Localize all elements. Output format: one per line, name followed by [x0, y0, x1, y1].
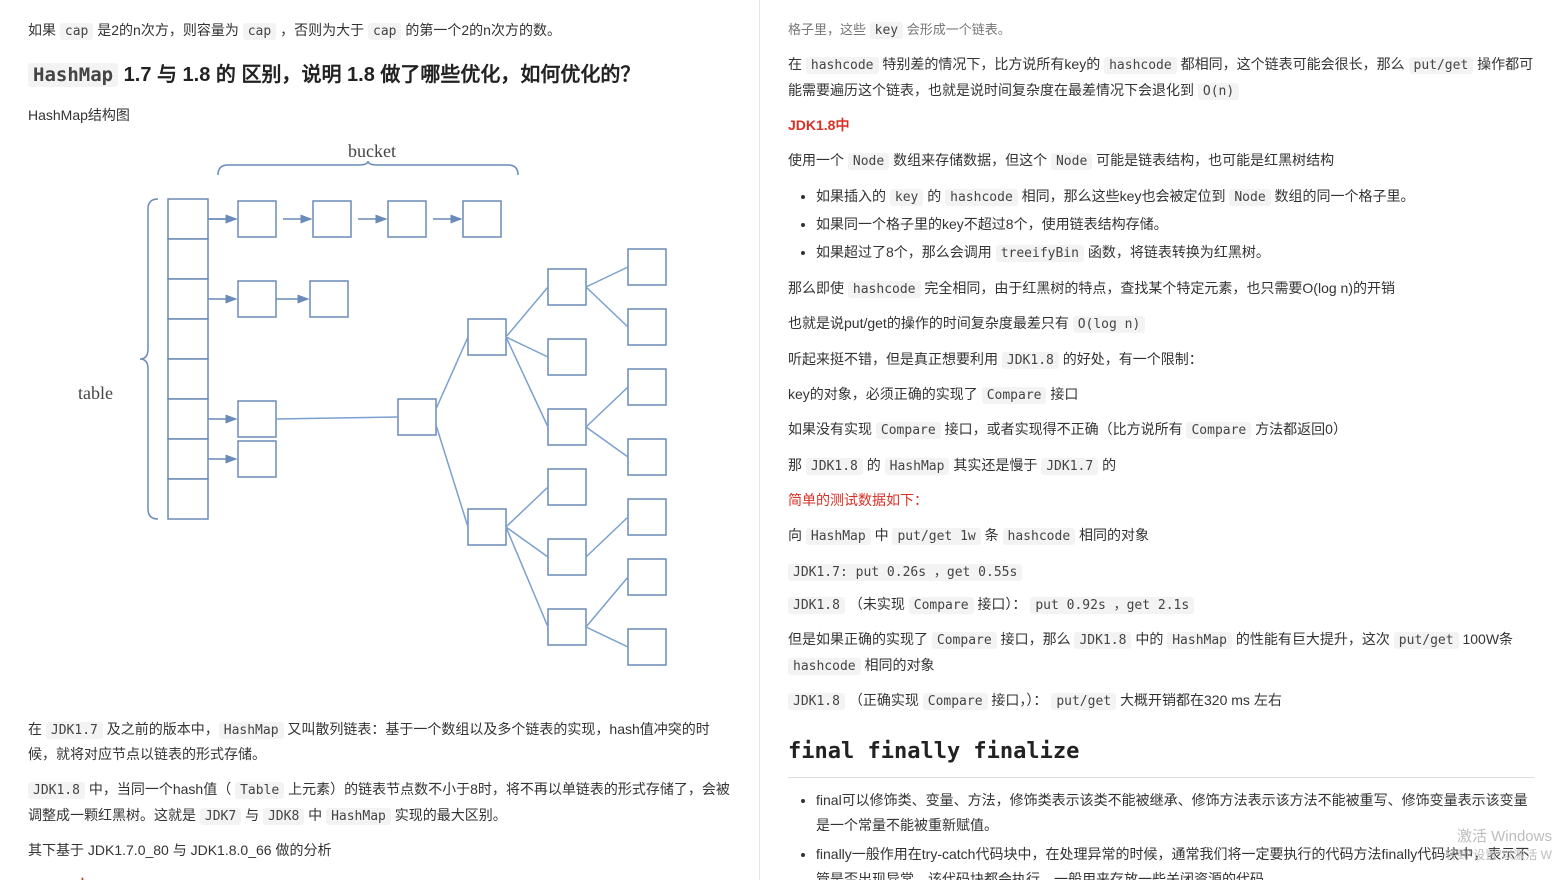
list-item: finally一般作用在try-catch代码块中，在处理异常的时候，通常我们将…	[816, 842, 1534, 880]
list-item: 如果超过了8个，那么会调用 treeifyBin 函数，将链表转换为红黑树。	[816, 240, 1534, 265]
perf-18-correct: JDK1.8 （正确实现 Compare 接口，）： put/get 大概开销都…	[788, 688, 1534, 713]
jdk17-header: JDK1.7中	[28, 873, 731, 880]
logn-desc: 那么即使 hashcode 完全相同，由于红黑树的特点，查找某个特定元素，也只需…	[788, 276, 1534, 301]
cap-paragraph: 如果 cap 是2的n次方，则容量为 cap ，否则为大于 cap 的第一个2的…	[28, 18, 731, 43]
list-item: 如果插入的 key 的 hashcode 相同，那么这些key也会被定位到 No…	[816, 184, 1534, 209]
jdk18-header: JDK1.8中	[788, 113, 1534, 138]
no-compare: 如果没有实现 Compare 接口，或者实现得不正确（比方说所有 Compare…	[788, 417, 1534, 442]
perf-18-nocompare: JDK1.8 （未实现 Compare 接口）： put 0.92s ，get …	[788, 592, 1534, 617]
final-list: final可以修饰类、变量、方法，修饰类表示该类不能被继承、修饰方法表示该方法不…	[816, 788, 1534, 880]
perf-17: JDK1.7: put 0.26s ，get 0.55s	[788, 559, 1534, 584]
node-array-desc: 使用一个 Node 数组来存储数据，但这个 Node 可能是链表结构，也可能是红…	[788, 148, 1534, 173]
struct-label: HashMap结构图	[28, 103, 731, 128]
test-data-header: 简单的测试数据如下：	[788, 488, 1534, 513]
windows-watermark: 激活 Windows 转到"设置"以激活 W	[1445, 826, 1552, 864]
list-item: final可以修饰类、变量、方法，修饰类表示该类不能被继承、修饰方法表示该方法不…	[816, 788, 1534, 838]
putget-logn: 也就是说put/get的操作的时间复杂度最差只有 O(log n)	[788, 311, 1534, 336]
compare-req: key的对象，必须正确的实现了 Compare 接口	[788, 382, 1534, 407]
code-cap: cap	[60, 23, 93, 40]
list-item: 如果同一个格子里的key不超过8个，使用链表结构存储。	[816, 212, 1534, 237]
benefit-limit: 听起来挺不错，但是真正想要利用 JDK1.8 的好处，有一个限制：	[788, 347, 1534, 372]
right-column: 格子里，这些 key 会形成一个链表。 在 hashcode 特别差的情况下，比…	[760, 0, 1562, 880]
jdk18-desc: JDK1.8 中，当同一个hash值（ Table 上元素）的链表节点数不小于8…	[28, 777, 731, 828]
hashcode-bad: 在 hashcode 特别差的情况下，比方说所有key的 hashcode 都相…	[788, 52, 1534, 103]
hashmap-svg: bucket table	[68, 139, 668, 699]
jdk17-desc: 在 JDK1.7 及之前的版本中，HashMap 又叫散列链表：基于一个数组以及…	[28, 717, 731, 768]
correct-compare: 但是如果正确的实现了 Compare 接口，那么 JDK1.8 中的 HashM…	[788, 627, 1534, 678]
svg-text:bucket: bucket	[348, 141, 396, 161]
left-column: 如果 cap 是2的n次方，则容量为 cap ，否则为大于 cap 的第一个2的…	[0, 0, 760, 880]
heading-final: final finally finalize	[788, 732, 1534, 779]
svg-text:table: table	[78, 383, 113, 403]
cutoff-line: 格子里，这些 key 会形成一个链表。	[788, 18, 1534, 42]
slower-than-17: 那 JDK1.8 的 HashMap 其实还是慢于 JDK1.7 的	[788, 453, 1534, 478]
node-rules-list: 如果插入的 key 的 hashcode 相同，那么这些key也会被定位到 No…	[816, 184, 1534, 266]
analysis-basis: 其下基于 JDK1.7.0_80 与 JDK1.8.0_66 做的分析	[28, 838, 731, 863]
heading-hashmap-diff: HashMap 1.7 与 1.8 的 区别，说明 1.8 做了哪些优化，如何优…	[28, 57, 731, 93]
hashmap-diagram: bucket table	[68, 139, 731, 707]
test-setup: 向 HashMap 中 put/get 1w 条 hashcode 相同的对象	[788, 523, 1534, 548]
